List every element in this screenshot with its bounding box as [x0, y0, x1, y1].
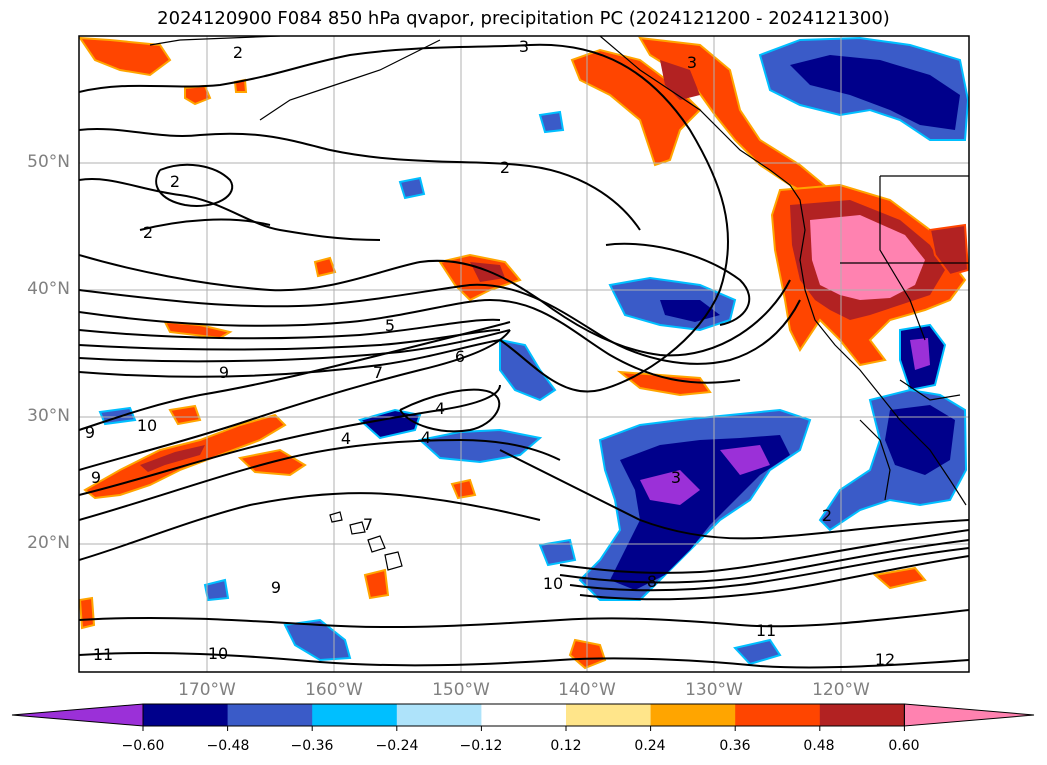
contour-label: 4	[421, 428, 431, 447]
longitude-label: 120°W	[812, 680, 870, 700]
precip-positive-patch	[450, 478, 477, 500]
colorbar-tick-label: −0.12	[459, 738, 503, 754]
colorbar-tick-label: 0.36	[719, 738, 751, 754]
colorbar-segment	[650, 704, 736, 726]
colorbar	[11, 703, 1035, 731]
colorbar-segment	[481, 704, 567, 726]
contour-label: 2	[822, 506, 832, 525]
hawaiian-islands	[329, 511, 403, 571]
latitude-label: 20°N	[27, 533, 70, 553]
precip-positive-patch	[810, 215, 925, 300]
contour-label: 9	[271, 578, 281, 597]
precip-negative-patch	[790, 55, 960, 130]
longitude-label: 140°W	[558, 680, 616, 700]
colorbar-tick-label: 0.60	[888, 738, 920, 754]
colorbar-segment	[735, 704, 821, 726]
contour-label: 4	[341, 429, 351, 448]
longitude-label: 170°W	[178, 680, 236, 700]
colorbar-segment	[227, 704, 313, 726]
contour-label: 3	[671, 468, 681, 487]
contour-label: 3	[519, 37, 529, 56]
colorbar-frame	[142, 703, 905, 727]
contour-label: 10	[543, 574, 563, 593]
colorbar-tick-label: 0.12	[550, 738, 582, 754]
contour-label: 6	[455, 347, 465, 366]
precip-positive-patch	[872, 566, 927, 590]
contour-label: 2	[170, 172, 180, 191]
contour-label: 5	[385, 316, 395, 335]
contour-label: 8	[647, 572, 657, 591]
precip-negative-patch	[398, 176, 426, 200]
colorbar-tick-label: −0.36	[290, 738, 334, 754]
precip-positive-patch	[570, 48, 702, 167]
contour-label: 11	[756, 621, 776, 640]
precip-negative-patch	[910, 338, 930, 370]
colorbar-tick-label: −0.48	[206, 738, 250, 754]
contour-label: 7	[363, 515, 373, 534]
colorbar-segment	[143, 704, 229, 726]
contour-label: 9	[219, 363, 229, 382]
colorbar-extend-max	[903, 703, 1035, 727]
contour-label: 4	[435, 399, 445, 418]
longitude-label: 150°W	[432, 680, 490, 700]
latitude-label: 40°N	[27, 279, 70, 299]
precip-negative-patch	[538, 538, 577, 567]
precip-negative-patch	[640, 470, 700, 505]
map-frame	[78, 35, 970, 673]
colorbar-tick-label: −0.24	[375, 738, 419, 754]
colorbar-segment	[396, 704, 482, 726]
precip-negative-patch	[499, 338, 557, 402]
contour-label: 11	[93, 645, 113, 664]
longitude-label: 160°W	[305, 680, 363, 700]
precip-positive-patch	[79, 596, 96, 630]
precip-negative-patch	[720, 445, 770, 475]
colorbar-segment	[312, 704, 398, 726]
contour-label: 10	[137, 416, 157, 435]
contour-label: 7	[373, 363, 383, 382]
precip-negative-patch	[610, 435, 790, 590]
precip-positive-patch	[79, 36, 172, 77]
contour-label: 10	[208, 644, 228, 663]
colorbar-extend-min	[11, 703, 144, 727]
contour-label: 2	[143, 223, 153, 242]
colorbar-tick-label: −0.60	[121, 738, 165, 754]
map-title: 2024120900 F084 850 hPa qvapor, precipit…	[157, 8, 890, 29]
precip-positive-patch	[140, 445, 205, 472]
colorbar-segment	[819, 704, 905, 726]
contour-label: 3	[687, 53, 697, 72]
contour-label-layer: 3 3 2 2 2 2 5 6 7 9 4 4 4 10 9 9 9 7 10 …	[85, 37, 895, 669]
colorbar-tick-label: 0.48	[803, 738, 835, 754]
colorbar-segment	[566, 704, 652, 726]
precip-negative-patch	[733, 638, 782, 666]
latitude-label: 30°N	[27, 406, 70, 426]
precip-positive-patch	[168, 404, 202, 426]
contour-label: 12	[875, 650, 895, 669]
precip-positive-patch	[616, 370, 712, 397]
precipitation-shading	[79, 36, 969, 670]
coastlines	[149, 36, 969, 506]
colorbar-tick-label: 0.24	[634, 738, 666, 754]
contour-label: 2	[500, 158, 510, 177]
contour-label: 9	[91, 468, 101, 487]
contour-label: 2	[233, 43, 243, 62]
graticule	[79, 36, 969, 672]
qvapor-contours	[79, 43, 969, 669]
precip-positive-patch	[363, 568, 390, 600]
precip-positive-patch	[313, 256, 337, 278]
precip-negative-patch	[538, 110, 565, 134]
contour-label: 9	[85, 423, 95, 442]
latitude-label: 50°N	[27, 152, 70, 172]
longitude-label: 130°W	[685, 680, 743, 700]
